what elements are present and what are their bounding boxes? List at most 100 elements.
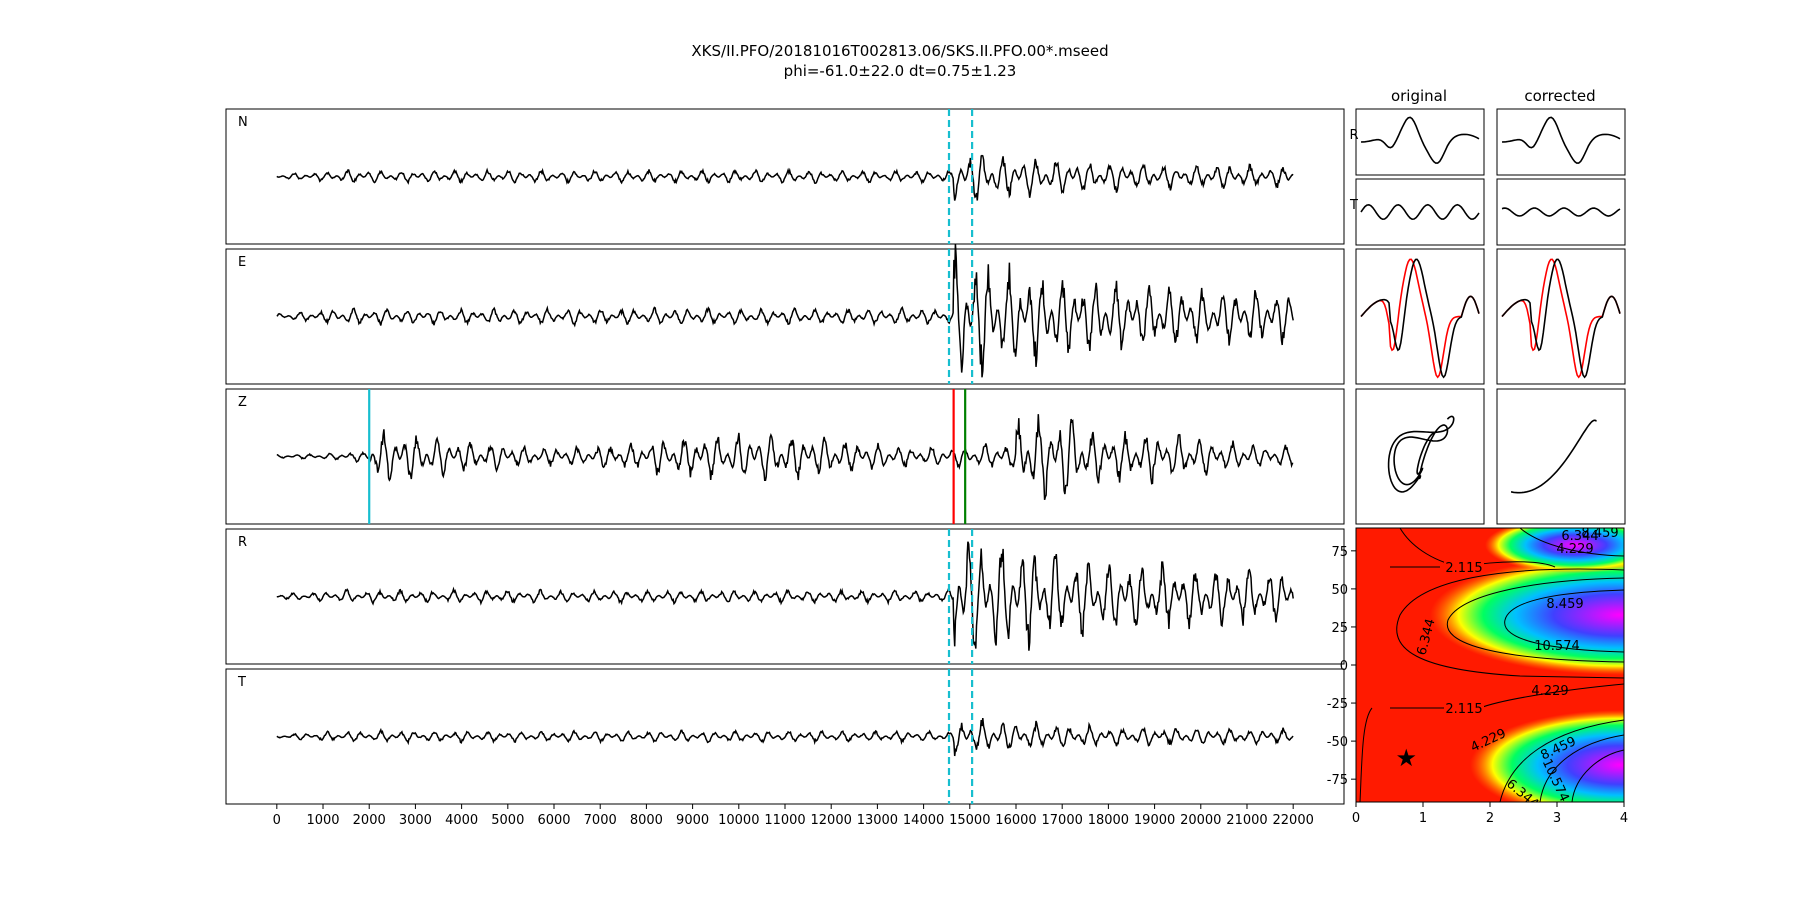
pm-panel-corrected-1 [1496,178,1626,246]
pm-trace [1360,116,1480,164]
trace-label: R [238,535,247,550]
trace-label: N [238,115,248,130]
chart-subtitle: phi=-61.0±22.0 dt=0.75±1.23 [784,62,1017,80]
x-tick-label: 13000 [857,813,898,828]
x-tick-label: 1000 [306,813,339,828]
particle-motion [1511,419,1597,494]
err-x-tick-label: 4 [1620,811,1628,826]
err-y-tick-label: 50 [1331,583,1348,598]
x-tick-label: 22000 [1273,813,1314,828]
panel-frame [1496,388,1626,525]
contour-label: 4.229 [1531,684,1568,699]
column-title-original: original [1391,87,1447,105]
pm-panel-original-2 [1355,248,1485,385]
x-tick-label: 3000 [399,813,432,828]
contour-label-bg [1444,700,1484,716]
trace-label: Z [238,395,247,410]
x-tick-label: 18000 [1088,813,1129,828]
particle-motion [1387,415,1455,493]
pm-panel-corrected-0 [1496,108,1626,176]
x-tick-label: 9000 [676,813,709,828]
pm-waveform [1501,258,1621,379]
x-tick-label: 21000 [1226,813,1267,828]
trace-panel-z: Z [225,388,1345,525]
panel-frame [225,248,1345,385]
waveform-n [276,154,1294,201]
waveform-r [276,541,1294,651]
panel-frame [1496,108,1626,176]
contour-label: 4.229 [1556,542,1593,557]
error-surface-axes: 0 1 2 3 4 75 50 25 0 -25 -50 -75 ★ [1327,545,1628,826]
err-x-tick-label: 3 [1553,811,1561,826]
pm-panel-original-3 [1355,388,1485,525]
err-x-tick-label: 2 [1486,811,1494,826]
waveform-e [276,243,1294,378]
x-tick-label: 0 [273,813,281,828]
panel-frame [225,528,1345,665]
err-x-tick-label: 1 [1419,811,1427,826]
panel-frame [225,388,1345,525]
pm-panel-original-1 [1355,178,1485,246]
err-y-tick-label: 0 [1340,659,1348,674]
row-label-t: T [1349,198,1358,213]
panel-frame [1496,178,1626,246]
chart-title: XKS/II.PFO/20181016T002813.06/SKS.II.PFO… [691,42,1108,60]
err-y-tick-label: 25 [1331,621,1348,636]
x-tick-label: 2000 [353,813,386,828]
particle-motion-panels [1355,108,1626,525]
contour-line [1504,589,1624,653]
contour-line [1396,568,1624,679]
pm-waveform [1501,258,1621,379]
x-tick-label: 6000 [537,813,570,828]
x-tick-label: 11000 [764,813,805,828]
error-surface-lobe-upper [1430,555,1624,675]
x-tick-label: 14000 [903,813,944,828]
contour-label: 8.459 [1546,597,1583,612]
error-surface-lobe-lower [1470,710,1624,802]
contour-label: 8.459 [1581,526,1618,541]
pm-trace [1360,203,1480,221]
panel-frame [225,108,1345,245]
pm-waveform [1360,258,1480,379]
row-label-r: R [1349,128,1358,143]
x-tick-label: 19000 [1134,813,1175,828]
pm-waveform [1360,258,1480,379]
contour-label: 6.344 [1561,529,1598,544]
x-tick-label: 10000 [718,813,759,828]
waveform-t [276,718,1294,757]
x-tick-label: 17000 [1042,813,1083,828]
pm-panel-original-0 [1355,108,1485,176]
x-tick-label: 20000 [1180,813,1221,828]
trace-label: T [237,675,246,690]
contour-line [1539,734,1624,802]
x-tick-label: 16000 [995,813,1036,828]
x-tick-label: 8000 [630,813,663,828]
x-tick-label: 12000 [811,813,852,828]
contour-label: 10.574 [1534,639,1580,654]
best-fit-star-icon: ★ [1395,744,1417,772]
trace-panel-t: T [225,668,1345,805]
contour-line [1359,707,1373,802]
err-y-tick-label: -50 [1327,735,1348,750]
panel-frame [1355,108,1485,176]
error-surface: 2.115 2.115 10.574 8.459 4.229 4.229 6.3… [1356,526,1624,802]
contour-line [1571,749,1624,802]
err-y-tick-label: 75 [1331,545,1348,560]
pm-trace [1501,207,1621,217]
x-tick-label: 5000 [491,813,524,828]
waveform-z [276,414,1294,500]
err-x-tick-label: 0 [1352,811,1360,826]
trace-x-axis: 0 1000 2000 3000 4000 5000 6000 7000 8000 9000 100… [273,804,1314,828]
contour-label: 2.115 [1445,561,1482,576]
x-tick-label: 15000 [949,813,990,828]
trace-label: E [238,255,246,270]
contour-line [1519,528,1624,557]
err-y-tick-label: -25 [1327,697,1348,712]
contour-line [1499,719,1624,802]
x-tick-label: 7000 [584,813,617,828]
pm-trace [1501,116,1621,164]
contour-label-bg [1444,558,1484,574]
column-title-corrected: corrected [1524,87,1595,105]
panel-frame [1355,388,1485,525]
